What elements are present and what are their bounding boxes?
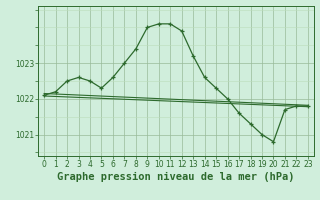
X-axis label: Graphe pression niveau de la mer (hPa): Graphe pression niveau de la mer (hPa) <box>57 172 295 182</box>
